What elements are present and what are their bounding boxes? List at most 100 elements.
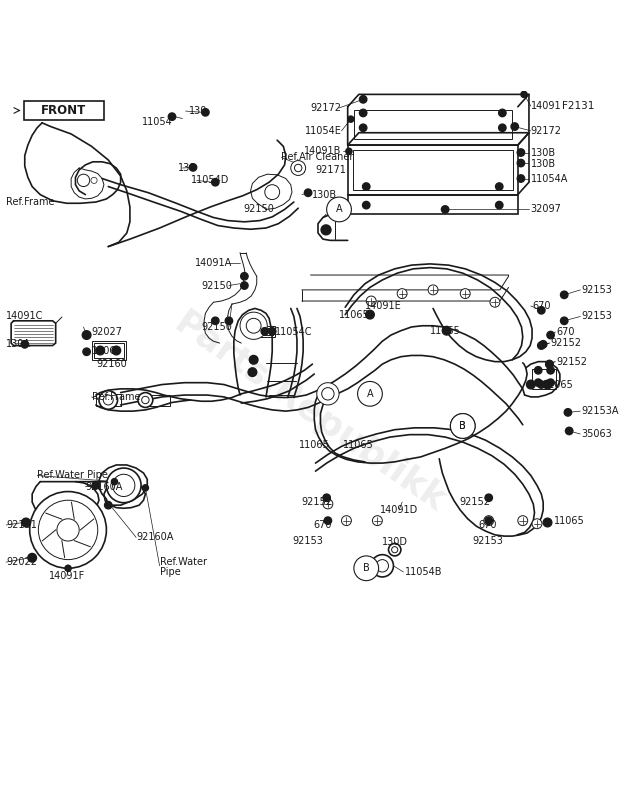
Circle shape xyxy=(211,317,219,325)
Text: 92153: 92153 xyxy=(472,536,503,546)
Text: F2131: F2131 xyxy=(562,101,594,111)
Text: 14091C: 14091C xyxy=(6,311,43,322)
Circle shape xyxy=(241,282,248,290)
Text: 35063: 35063 xyxy=(581,429,613,439)
Text: 130B: 130B xyxy=(531,147,556,158)
Text: 92160: 92160 xyxy=(96,359,127,369)
Circle shape xyxy=(21,341,28,348)
Text: 11054B: 11054B xyxy=(405,567,443,577)
Text: 11065: 11065 xyxy=(339,310,370,320)
Circle shape xyxy=(517,175,525,182)
Circle shape xyxy=(428,285,438,295)
Circle shape xyxy=(366,296,376,306)
Circle shape xyxy=(545,361,553,368)
Circle shape xyxy=(495,183,503,190)
Text: 92153: 92153 xyxy=(581,311,613,322)
Text: A: A xyxy=(367,389,373,399)
Circle shape xyxy=(485,494,492,502)
Text: 11065: 11065 xyxy=(543,379,574,390)
Text: 92027: 92027 xyxy=(92,327,122,337)
Circle shape xyxy=(138,393,153,407)
Circle shape xyxy=(291,161,305,175)
Text: 130: 130 xyxy=(177,163,196,173)
Circle shape xyxy=(322,388,334,400)
Circle shape xyxy=(532,518,542,529)
Circle shape xyxy=(248,368,256,377)
Text: 11054D: 11054D xyxy=(191,175,229,186)
Text: 11065: 11065 xyxy=(299,439,330,450)
Text: 92160A: 92160A xyxy=(85,482,123,492)
Text: 130C: 130C xyxy=(92,346,117,355)
Circle shape xyxy=(518,516,528,526)
Circle shape xyxy=(366,310,374,319)
Circle shape xyxy=(77,174,90,186)
Circle shape xyxy=(265,185,280,199)
Circle shape xyxy=(517,159,525,166)
Text: 11065: 11065 xyxy=(554,516,584,526)
Text: 32097: 32097 xyxy=(531,205,562,214)
Text: 92152: 92152 xyxy=(460,497,490,507)
Text: B: B xyxy=(460,421,466,431)
Circle shape xyxy=(535,366,542,374)
Circle shape xyxy=(22,518,30,527)
Text: FRONT: FRONT xyxy=(41,104,87,117)
Text: Ref.Air Cleaner: Ref.Air Cleaner xyxy=(282,153,354,162)
Text: B: B xyxy=(363,563,370,574)
Circle shape xyxy=(357,382,382,406)
Circle shape xyxy=(112,478,117,485)
Circle shape xyxy=(342,516,351,526)
Text: 670: 670 xyxy=(557,327,576,337)
Circle shape xyxy=(561,317,568,325)
Circle shape xyxy=(241,273,248,280)
Circle shape xyxy=(142,396,149,404)
Text: 92022: 92022 xyxy=(6,557,37,567)
Text: Ref.Water Pipe: Ref.Water Pipe xyxy=(37,470,108,481)
Text: 14091: 14091 xyxy=(531,101,561,111)
Text: 14091F: 14091F xyxy=(49,571,85,582)
Circle shape xyxy=(539,341,547,348)
Circle shape xyxy=(376,560,389,572)
Circle shape xyxy=(547,331,554,338)
Circle shape xyxy=(28,554,36,562)
Text: 92171: 92171 xyxy=(315,165,346,175)
Circle shape xyxy=(348,116,354,122)
Circle shape xyxy=(517,149,525,156)
Circle shape xyxy=(564,409,572,416)
Text: 92153: 92153 xyxy=(293,536,324,546)
Circle shape xyxy=(261,328,268,335)
Circle shape xyxy=(545,361,553,368)
Text: 11054C: 11054C xyxy=(275,327,313,337)
Circle shape xyxy=(324,517,332,524)
Bar xyxy=(149,395,170,406)
Circle shape xyxy=(460,289,470,298)
Text: 14091B: 14091B xyxy=(304,146,342,156)
Circle shape xyxy=(359,110,367,117)
Text: 92152: 92152 xyxy=(551,338,582,348)
Text: 92153A: 92153A xyxy=(581,406,619,416)
Circle shape xyxy=(96,346,105,355)
Circle shape xyxy=(484,516,493,526)
Text: 92153: 92153 xyxy=(581,285,613,295)
Circle shape xyxy=(547,366,554,374)
Bar xyxy=(256,326,275,337)
Circle shape xyxy=(65,565,71,571)
Circle shape xyxy=(566,427,573,434)
Circle shape xyxy=(527,380,535,389)
Circle shape xyxy=(168,113,176,120)
Circle shape xyxy=(268,328,276,335)
Circle shape xyxy=(202,109,209,116)
Text: 670: 670 xyxy=(314,520,332,530)
Circle shape xyxy=(543,518,552,527)
Circle shape xyxy=(57,518,79,541)
Circle shape xyxy=(113,474,135,497)
Circle shape xyxy=(91,178,97,183)
Bar xyxy=(348,145,518,194)
Circle shape xyxy=(547,379,554,386)
Circle shape xyxy=(346,148,352,154)
Text: 14091E: 14091E xyxy=(365,301,402,311)
Bar xyxy=(348,194,518,214)
Circle shape xyxy=(490,298,500,307)
Bar xyxy=(92,342,125,360)
Circle shape xyxy=(450,414,475,438)
Circle shape xyxy=(317,382,339,405)
